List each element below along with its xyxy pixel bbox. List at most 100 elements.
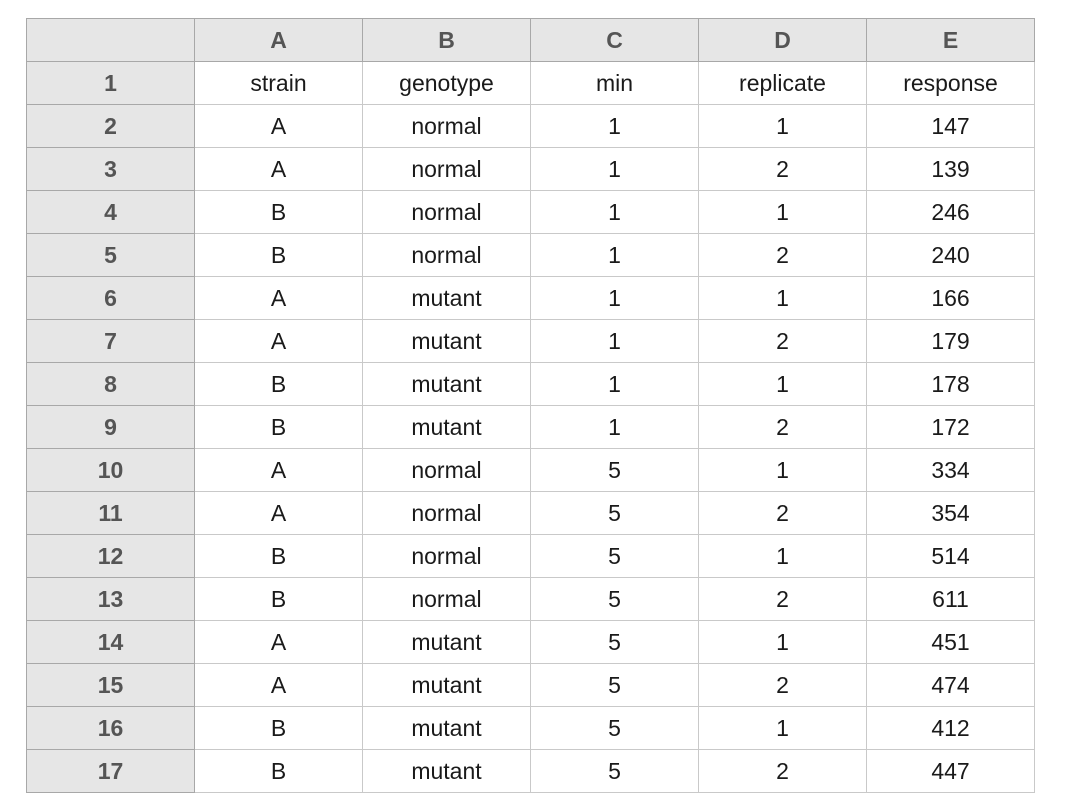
cell-a-4[interactable]: B bbox=[194, 190, 363, 234]
cell-d-4[interactable]: 1 bbox=[698, 190, 867, 234]
cell-a-13[interactable]: B bbox=[194, 577, 363, 621]
cell-b-10[interactable]: normal bbox=[362, 448, 531, 492]
row-header[interactable]: 7 bbox=[26, 319, 195, 363]
cell-e-9[interactable]: 172 bbox=[866, 405, 1035, 449]
cell-d-8[interactable]: 1 bbox=[698, 362, 867, 406]
cell-d-7[interactable]: 2 bbox=[698, 319, 867, 363]
cell-b-4[interactable]: normal bbox=[362, 190, 531, 234]
cell-a-14[interactable]: A bbox=[194, 620, 363, 664]
cell-b-15[interactable]: mutant bbox=[362, 663, 531, 707]
row-header[interactable]: 1 bbox=[26, 61, 195, 105]
cell-e-6[interactable]: 166 bbox=[866, 276, 1035, 320]
cell-c-10[interactable]: 5 bbox=[530, 448, 699, 492]
cell-d-17[interactable]: 2 bbox=[698, 749, 867, 793]
cell-d-13[interactable]: 2 bbox=[698, 577, 867, 621]
cell-e-11[interactable]: 354 bbox=[866, 491, 1035, 535]
cell-d-12[interactable]: 1 bbox=[698, 534, 867, 578]
cell-c-4[interactable]: 1 bbox=[530, 190, 699, 234]
cell-d-3[interactable]: 2 bbox=[698, 147, 867, 191]
row-header[interactable]: 11 bbox=[26, 491, 195, 535]
cell-e-5[interactable]: 240 bbox=[866, 233, 1035, 277]
cell-b-6[interactable]: mutant bbox=[362, 276, 531, 320]
row-header[interactable]: 3 bbox=[26, 147, 195, 191]
column-header-b[interactable]: B bbox=[362, 18, 531, 62]
cell-d-16[interactable]: 1 bbox=[698, 706, 867, 750]
row-header[interactable]: 12 bbox=[26, 534, 195, 578]
column-header-c[interactable]: C bbox=[530, 18, 699, 62]
cell-c-7[interactable]: 1 bbox=[530, 319, 699, 363]
cell-b-2[interactable]: normal bbox=[362, 104, 531, 148]
cell-d-10[interactable]: 1 bbox=[698, 448, 867, 492]
row-header[interactable]: 9 bbox=[26, 405, 195, 449]
cell-e-2[interactable]: 147 bbox=[866, 104, 1035, 148]
cell-b-11[interactable]: normal bbox=[362, 491, 531, 535]
cell-c-8[interactable]: 1 bbox=[530, 362, 699, 406]
cell-b-17[interactable]: mutant bbox=[362, 749, 531, 793]
row-header[interactable]: 16 bbox=[26, 706, 195, 750]
cell-d-2[interactable]: 1 bbox=[698, 104, 867, 148]
cell-d-11[interactable]: 2 bbox=[698, 491, 867, 535]
cell-a-1[interactable]: strain bbox=[194, 61, 363, 105]
row-header[interactable]: 15 bbox=[26, 663, 195, 707]
cell-a-3[interactable]: A bbox=[194, 147, 363, 191]
cell-b-7[interactable]: mutant bbox=[362, 319, 531, 363]
cell-b-5[interactable]: normal bbox=[362, 233, 531, 277]
cell-a-16[interactable]: B bbox=[194, 706, 363, 750]
cell-a-11[interactable]: A bbox=[194, 491, 363, 535]
cell-c-11[interactable]: 5 bbox=[530, 491, 699, 535]
cell-e-12[interactable]: 514 bbox=[866, 534, 1035, 578]
cell-e-10[interactable]: 334 bbox=[866, 448, 1035, 492]
column-header-a[interactable]: A bbox=[194, 18, 363, 62]
cell-a-17[interactable]: B bbox=[194, 749, 363, 793]
cell-b-1[interactable]: genotype bbox=[362, 61, 531, 105]
cell-e-16[interactable]: 412 bbox=[866, 706, 1035, 750]
row-header[interactable]: 10 bbox=[26, 448, 195, 492]
cell-c-9[interactable]: 1 bbox=[530, 405, 699, 449]
cell-a-5[interactable]: B bbox=[194, 233, 363, 277]
cell-c-14[interactable]: 5 bbox=[530, 620, 699, 664]
cell-b-13[interactable]: normal bbox=[362, 577, 531, 621]
cell-b-16[interactable]: mutant bbox=[362, 706, 531, 750]
cell-e-4[interactable]: 246 bbox=[866, 190, 1035, 234]
cell-e-8[interactable]: 178 bbox=[866, 362, 1035, 406]
cell-c-5[interactable]: 1 bbox=[530, 233, 699, 277]
cell-e-3[interactable]: 139 bbox=[866, 147, 1035, 191]
cell-a-2[interactable]: A bbox=[194, 104, 363, 148]
row-header[interactable]: 17 bbox=[26, 749, 195, 793]
cell-c-13[interactable]: 5 bbox=[530, 577, 699, 621]
cell-c-3[interactable]: 1 bbox=[530, 147, 699, 191]
cell-e-1[interactable]: response bbox=[866, 61, 1035, 105]
cell-a-7[interactable]: A bbox=[194, 319, 363, 363]
column-header-d[interactable]: D bbox=[698, 18, 867, 62]
cell-a-9[interactable]: B bbox=[194, 405, 363, 449]
cell-e-14[interactable]: 451 bbox=[866, 620, 1035, 664]
cell-c-12[interactable]: 5 bbox=[530, 534, 699, 578]
cell-c-16[interactable]: 5 bbox=[530, 706, 699, 750]
cell-c-15[interactable]: 5 bbox=[530, 663, 699, 707]
cell-c-2[interactable]: 1 bbox=[530, 104, 699, 148]
cell-e-7[interactable]: 179 bbox=[866, 319, 1035, 363]
row-header[interactable]: 13 bbox=[26, 577, 195, 621]
cell-a-12[interactable]: B bbox=[194, 534, 363, 578]
cell-b-12[interactable]: normal bbox=[362, 534, 531, 578]
cell-d-5[interactable]: 2 bbox=[698, 233, 867, 277]
row-header[interactable]: 2 bbox=[26, 104, 195, 148]
row-header[interactable]: 14 bbox=[26, 620, 195, 664]
cell-b-3[interactable]: normal bbox=[362, 147, 531, 191]
cell-d-1[interactable]: replicate bbox=[698, 61, 867, 105]
cell-e-13[interactable]: 611 bbox=[866, 577, 1035, 621]
row-header[interactable]: 4 bbox=[26, 190, 195, 234]
cell-a-15[interactable]: A bbox=[194, 663, 363, 707]
cell-b-9[interactable]: mutant bbox=[362, 405, 531, 449]
cell-c-1[interactable]: min bbox=[530, 61, 699, 105]
cell-e-17[interactable]: 447 bbox=[866, 749, 1035, 793]
cell-d-14[interactable]: 1 bbox=[698, 620, 867, 664]
row-header[interactable]: 5 bbox=[26, 233, 195, 277]
cell-a-6[interactable]: A bbox=[194, 276, 363, 320]
cell-a-8[interactable]: B bbox=[194, 362, 363, 406]
cell-d-6[interactable]: 1 bbox=[698, 276, 867, 320]
column-header-e[interactable]: E bbox=[866, 18, 1035, 62]
cell-b-8[interactable]: mutant bbox=[362, 362, 531, 406]
cell-d-9[interactable]: 2 bbox=[698, 405, 867, 449]
cell-d-15[interactable]: 2 bbox=[698, 663, 867, 707]
